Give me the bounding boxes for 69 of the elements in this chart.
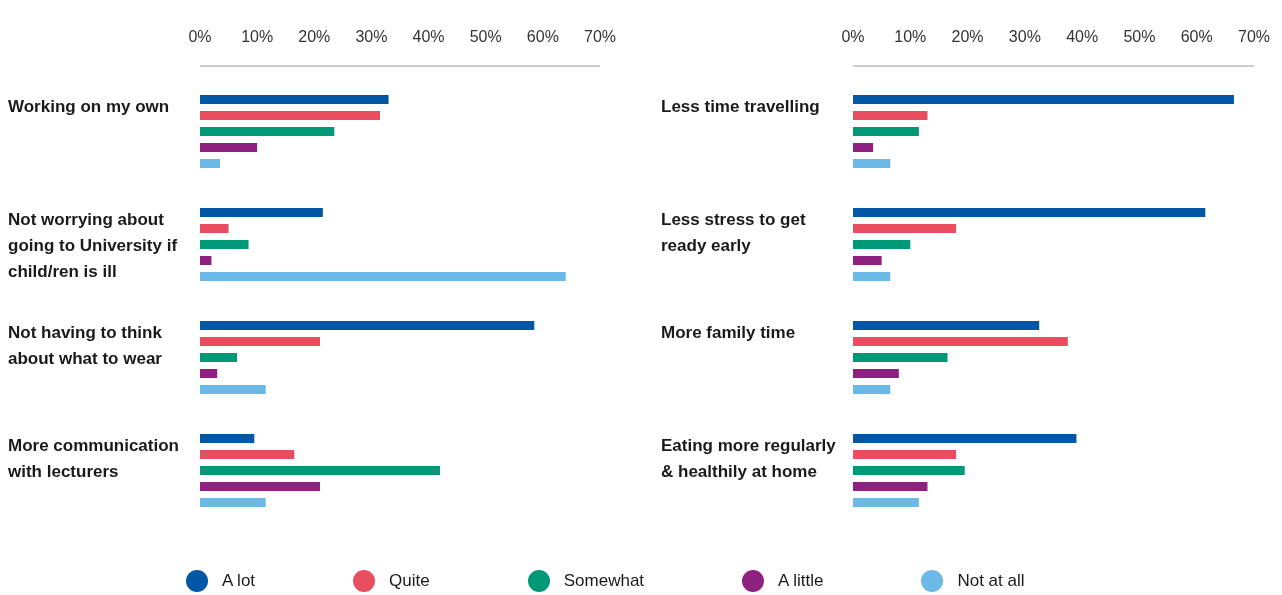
bar [853, 321, 1040, 330]
x-tick-label: 40% [1066, 28, 1099, 45]
x-tick-label: 50% [469, 28, 502, 45]
bar [853, 385, 891, 394]
bar [200, 208, 323, 217]
y-tick-label: More family time [661, 322, 796, 342]
bar [853, 208, 1206, 217]
bar [200, 434, 255, 443]
bar [200, 385, 266, 394]
y-tick-label: Not worrying about going to University if child/ren is ill [8, 209, 178, 281]
x-tick-label: 50% [1123, 28, 1156, 45]
bar [853, 353, 948, 362]
bar [200, 466, 440, 475]
legend-label: Not at all [957, 571, 1025, 591]
bar [853, 127, 919, 136]
bar [853, 111, 928, 120]
y-tick-label: Eating more regularly & healthily at home [661, 435, 837, 481]
x-tick-label: 30% [355, 28, 388, 45]
bar [200, 450, 295, 459]
x-tick-label: 20% [298, 28, 331, 45]
bar [200, 272, 566, 281]
bar [853, 450, 957, 459]
bar [853, 95, 1234, 104]
bar [200, 353, 238, 362]
bar [200, 224, 229, 233]
bar [853, 224, 957, 233]
bar [200, 337, 320, 346]
bar [853, 256, 882, 265]
bar [853, 159, 891, 168]
legend-label: A little [778, 571, 824, 591]
x-tick-label: 60% [1180, 28, 1213, 45]
bar [853, 498, 919, 507]
bar [200, 482, 320, 491]
bar [853, 240, 911, 249]
bar [853, 482, 928, 491]
bar [200, 127, 335, 136]
bar [200, 256, 212, 265]
bar [853, 272, 891, 281]
bar [200, 111, 380, 120]
y-tick-label: Less stress to get ready early [661, 209, 806, 255]
y-tick-label: Not having to think about what to wear [8, 322, 163, 368]
bar [200, 321, 535, 330]
x-tick-label: 0% [188, 28, 212, 45]
x-tick-label: 30% [1008, 28, 1041, 45]
bar [200, 159, 220, 168]
x-tick-label: 10% [894, 28, 927, 45]
x-tick-label: 70% [583, 28, 617, 45]
bar [853, 143, 874, 152]
legend-label: Somewhat [563, 571, 645, 591]
y-tick-label: Less time travelling [661, 96, 820, 116]
x-tick-label: 20% [951, 28, 984, 45]
bar [200, 498, 266, 507]
x-tick-label: 0% [841, 28, 865, 45]
bar [853, 369, 899, 378]
bar [853, 466, 965, 475]
bar [200, 240, 249, 249]
y-tick-label: Working on my own [8, 96, 170, 116]
x-tick-label: 70% [1237, 28, 1271, 45]
bar [853, 337, 1068, 346]
x-tick-label: 40% [412, 28, 445, 45]
x-tick-label: 10% [241, 28, 274, 45]
bar [853, 434, 1077, 443]
bar [200, 143, 258, 152]
bar [200, 369, 218, 378]
x-tick-label: 60% [526, 28, 559, 45]
bar [200, 95, 389, 104]
legend-label: A lot [222, 571, 256, 591]
legend-label: Quite [389, 571, 430, 591]
y-tick-label: More communication with lecturers [7, 435, 179, 481]
